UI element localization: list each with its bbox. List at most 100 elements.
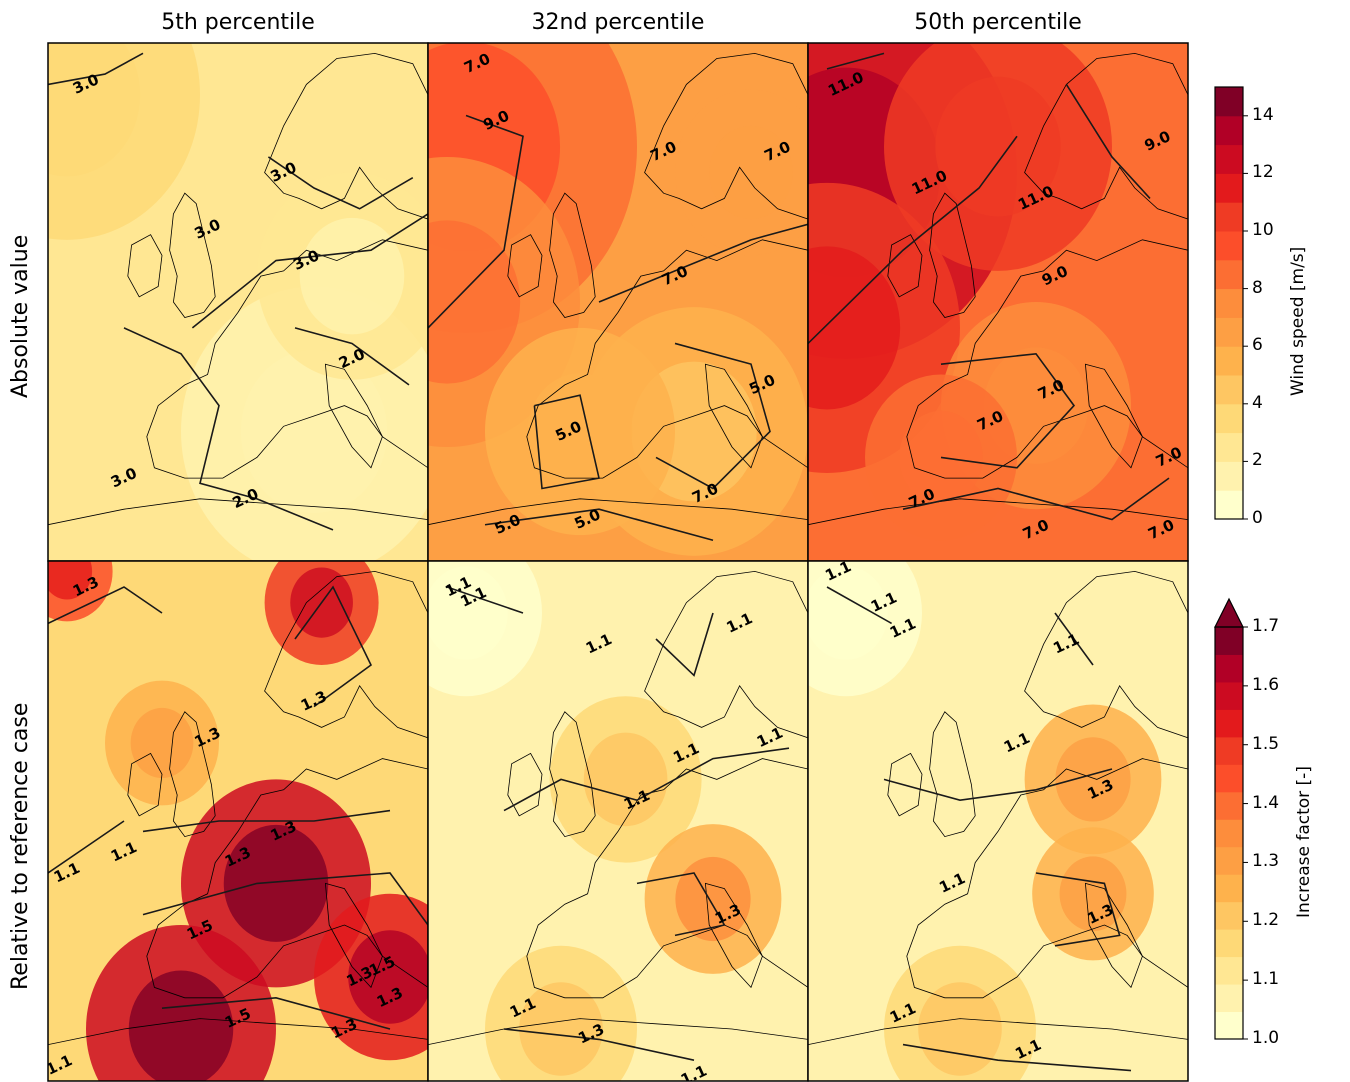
field-core-2 xyxy=(299,217,405,335)
colorbar-tick-label: 2 xyxy=(1252,450,1263,471)
colorbar-segment xyxy=(1215,259,1243,290)
contour-line-3 xyxy=(636,872,726,937)
colorbar-tick-label: 8 xyxy=(1252,277,1263,298)
colorbar-tick-label: 1.7 xyxy=(1252,616,1280,636)
colorbar-tick-label: 4 xyxy=(1252,392,1263,413)
colorbar-tick-label: 1.2 xyxy=(1252,910,1280,931)
colorbar-segment xyxy=(1215,490,1243,520)
colorbar-label-wind-speed: Wind speed [m/s] xyxy=(1288,246,1308,396)
coastline-0 xyxy=(549,711,596,838)
coastline-0 xyxy=(929,192,976,318)
map-panel-0: 3.03.03.03.02.03.02.0 xyxy=(48,43,428,561)
contour-line-4 xyxy=(902,1043,1132,1072)
contour-line-0 xyxy=(428,114,524,329)
field-core-4 xyxy=(709,125,793,220)
contour-line-1 xyxy=(655,612,714,677)
field-core-3 xyxy=(428,566,508,660)
coastline-2 xyxy=(1024,52,1188,220)
field-core-2 xyxy=(935,76,1061,217)
contour-line-0 xyxy=(446,586,524,614)
map-panel-4: 1.11.11.11.11.11.11.11.31.11.31.1 xyxy=(428,561,808,1081)
colorbar-segment xyxy=(1215,144,1243,174)
colorbar-segment xyxy=(1215,627,1243,655)
field-core-1 xyxy=(808,246,901,410)
field-core-5 xyxy=(130,707,194,779)
contour-line-4 xyxy=(484,508,714,542)
map-panel-5: 1.11.11.11.11.31.11.11.31.11.1 xyxy=(808,561,1188,1081)
contour-line-2 xyxy=(533,394,600,490)
field-core-0 xyxy=(223,824,329,942)
panel-frame xyxy=(807,560,1189,1082)
contour-line-1 xyxy=(598,223,808,303)
colorbar-segment xyxy=(1215,929,1243,958)
contour-line-4 xyxy=(503,1028,695,1061)
contour-line-2 xyxy=(1065,84,1151,199)
colorbar-frame xyxy=(1214,86,1244,520)
contour-line-3 xyxy=(123,327,334,531)
field-core-1 xyxy=(428,220,521,384)
map-panel-3: 1.31.31.31.31.11.11.31.51.51.31.51.31.31… xyxy=(48,561,428,1081)
coastline-2 xyxy=(644,52,808,220)
contour-line-1 xyxy=(1054,612,1094,666)
contour-line-2 xyxy=(191,213,428,329)
contour-line-0 xyxy=(48,586,163,625)
colorbar-tick-label: 10 xyxy=(1252,220,1274,240)
coastline-5 xyxy=(808,1018,1188,1081)
colorbar-segment xyxy=(1215,173,1243,203)
colorbar-segment xyxy=(1215,901,1243,930)
coastline-1 xyxy=(507,234,543,298)
coastline-3 xyxy=(906,758,1188,999)
colorbar-segment xyxy=(1215,202,1243,232)
coastline-3 xyxy=(526,758,808,999)
contour-line-5 xyxy=(48,820,125,874)
field-core-3 xyxy=(527,373,633,490)
contour-line-3 xyxy=(1035,872,1121,947)
colorbar-segment xyxy=(1215,956,1243,985)
colorbar-tick-label: 1.1 xyxy=(1252,969,1280,990)
coastline-2 xyxy=(264,570,428,739)
coastline-4 xyxy=(1084,363,1143,469)
coastline-5 xyxy=(428,1018,808,1081)
coastline-4 xyxy=(324,882,383,989)
coastline-5 xyxy=(48,1018,428,1081)
colorbar-segment xyxy=(1215,791,1243,820)
colorbar-tick-label: 6 xyxy=(1252,335,1263,356)
colorbar-segment xyxy=(1215,874,1243,903)
contour-line-0 xyxy=(826,586,892,625)
colorbar-segment xyxy=(1215,231,1243,261)
colorbar-tick-label: 1.0 xyxy=(1252,1028,1280,1048)
field-core-2 xyxy=(519,982,603,1076)
colorbar-label-increase-factor: Increase factor [-] xyxy=(1294,766,1314,918)
field-core-2 xyxy=(348,930,428,1024)
coastline-1 xyxy=(127,234,163,298)
colorbar-tick-label: 0 xyxy=(1252,508,1263,528)
colorbar-segment xyxy=(1215,317,1243,347)
colorbar-extend-arrow xyxy=(1214,597,1244,628)
coastline-0 xyxy=(549,192,596,318)
contour-line-1 xyxy=(826,52,885,70)
colorbar-segment xyxy=(1215,736,1243,765)
coastline-5 xyxy=(428,498,808,561)
contour-line-1 xyxy=(294,585,373,708)
field-core-0 xyxy=(1055,737,1131,822)
field-core-0 xyxy=(48,43,141,177)
colorbar-frame xyxy=(1214,626,1244,1040)
column-title-32nd: 32nd percentile xyxy=(531,10,705,35)
coastline-4 xyxy=(324,363,383,469)
colorbar-segment xyxy=(1215,375,1243,405)
coastline-0 xyxy=(169,192,216,318)
contour-line-4 xyxy=(294,327,410,386)
coastline-1 xyxy=(887,234,923,298)
field-core-4 xyxy=(48,561,93,600)
colorbar-tick-label: 1.4 xyxy=(1252,792,1280,813)
colorbar-segment xyxy=(1215,846,1243,875)
contour-line-4 xyxy=(902,477,1170,521)
contour-line-3 xyxy=(655,342,771,490)
coastline-5 xyxy=(48,498,428,561)
colorbar-segment xyxy=(1215,681,1243,710)
coastline-4 xyxy=(704,363,763,469)
coastline-3 xyxy=(906,239,1188,479)
colorbar-segment xyxy=(1215,1011,1243,1040)
coastline-0 xyxy=(929,711,976,838)
colorbar-segment xyxy=(1215,984,1243,1013)
